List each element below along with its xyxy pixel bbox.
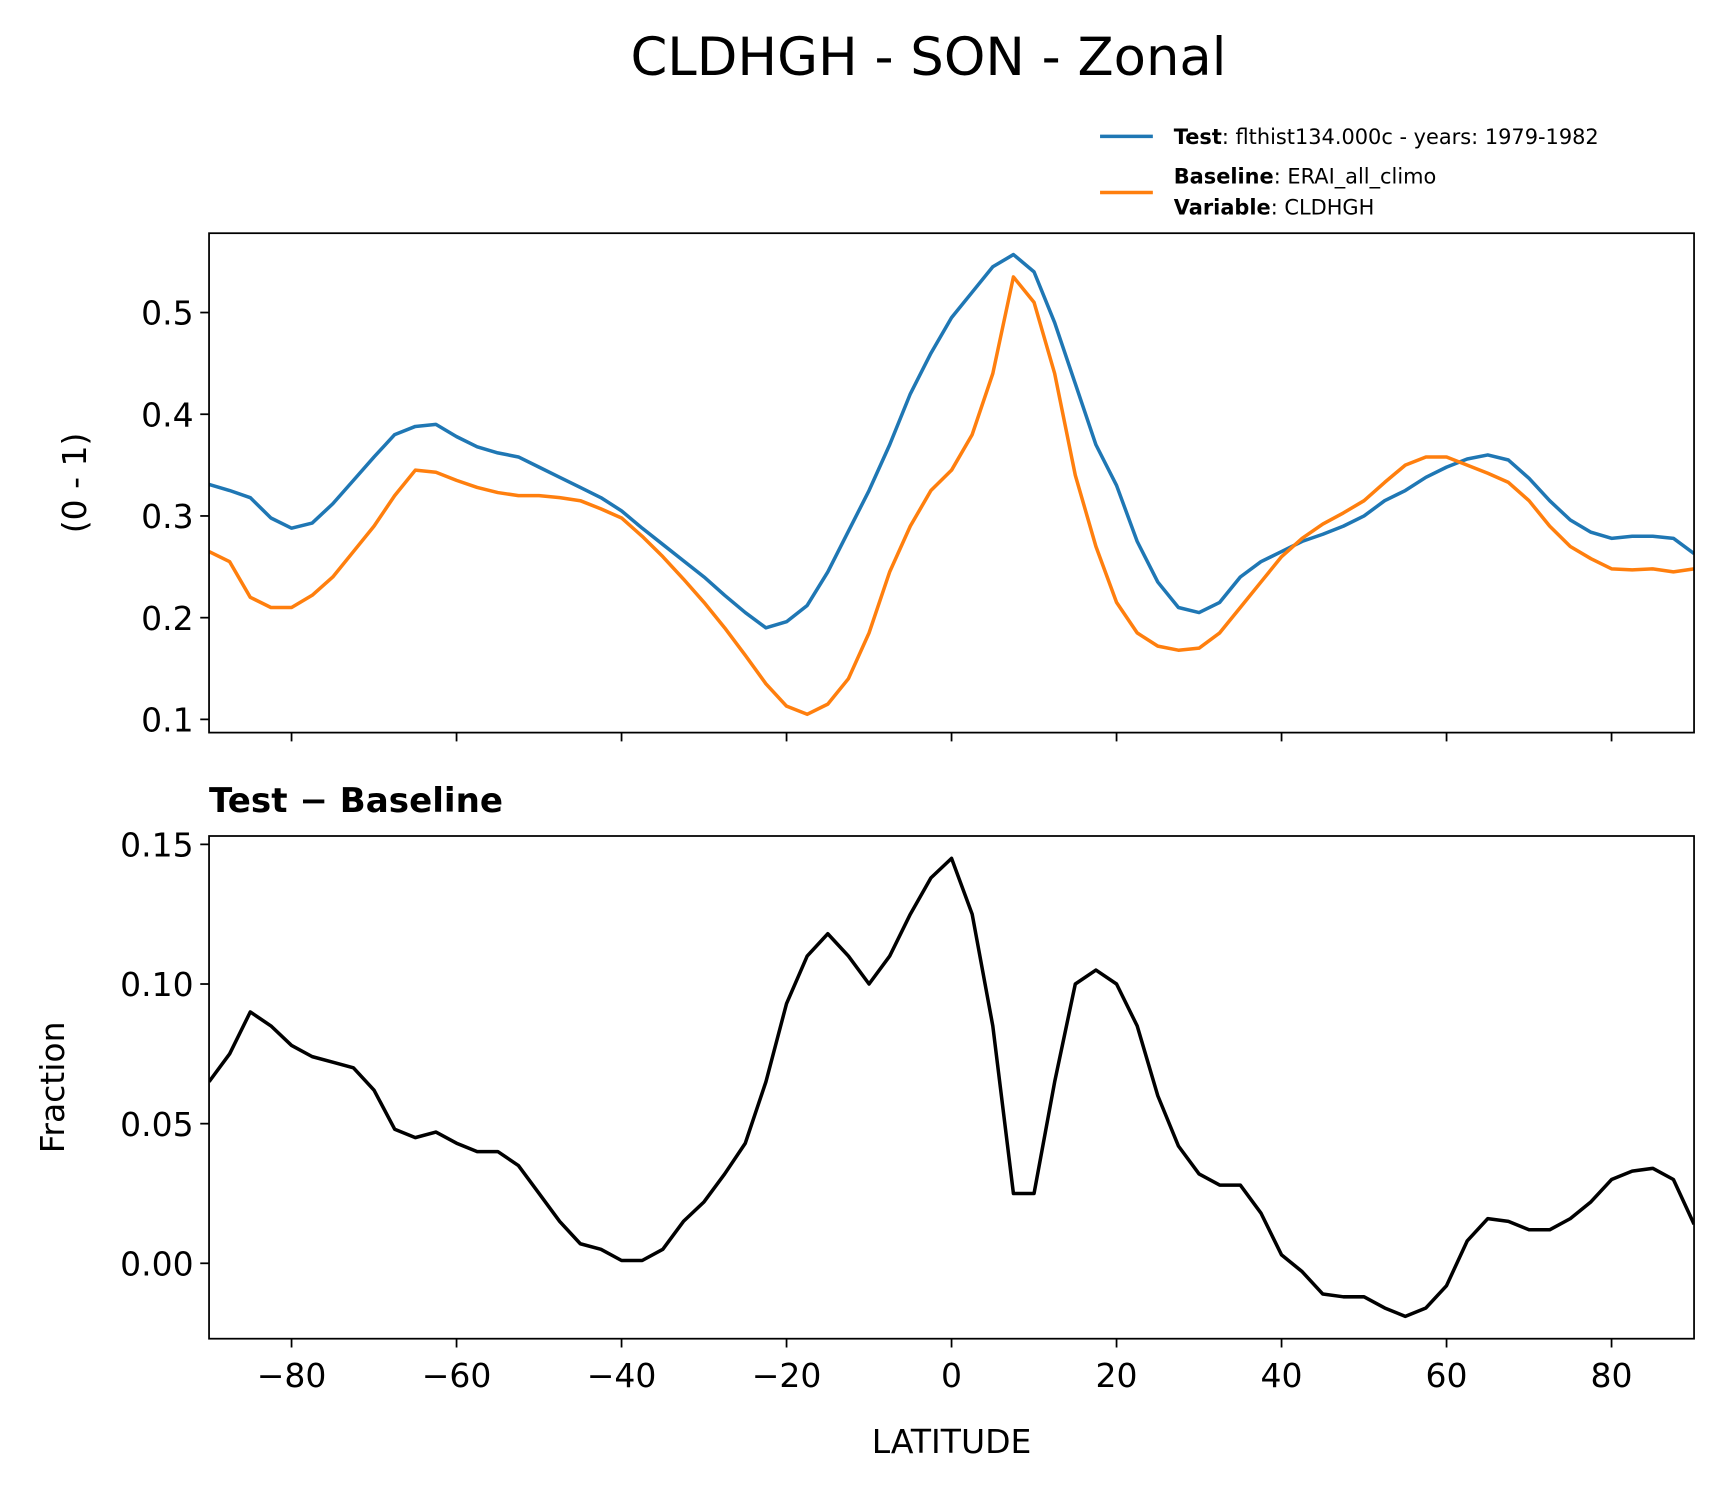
x-tick-label: 0	[941, 1356, 962, 1395]
plot-area	[209, 856, 1695, 1319]
data-line	[209, 856, 1695, 1319]
y-tick-label: 0.10	[120, 965, 193, 1004]
y-tick-label: 0.00	[120, 1244, 193, 1283]
legend-entry: Test: flthist134.000c - years: 1979-1982	[1174, 125, 1599, 149]
y-tick-label: 0.5	[141, 294, 193, 333]
x-tick-label: 20	[1096, 1356, 1138, 1395]
x-tick-label: 40	[1261, 1356, 1303, 1395]
x-tick-label: −40	[587, 1356, 657, 1395]
y-tick-label: 0.4	[141, 395, 193, 434]
data-line	[209, 252, 1695, 630]
legend-name: Test	[1174, 125, 1222, 149]
y-axis-label: Fraction	[33, 1021, 72, 1153]
y-tick-label: 0.1	[141, 700, 193, 739]
axes-frame	[208, 835, 1695, 1340]
x-tick-label: −20	[752, 1356, 822, 1395]
x-axis-label: LATITUDE	[872, 1422, 1032, 1461]
y-tick-label: 0.15	[120, 825, 193, 864]
subplot-title: Test − Baseline	[209, 781, 503, 821]
data-line	[209, 275, 1695, 717]
legend-description: : ERAI_all_climo	[1274, 165, 1437, 190]
y-axis-label: (0 - 1)	[55, 433, 94, 534]
legend-variable: : CLDHGH	[1271, 195, 1375, 219]
y-tick-label: 0.2	[141, 599, 193, 638]
legend-entry: Variable: CLDHGH	[1174, 195, 1375, 219]
legend-variable-name: Variable	[1174, 195, 1271, 219]
legend-description: : flthist134.000c - years: 1979-1982	[1222, 125, 1599, 149]
chart-title: CLDHGH - SON - Zonal	[630, 27, 1226, 88]
legend-entry: Baseline: ERAI_all_climo	[1174, 165, 1437, 190]
y-tick-label: 0.3	[141, 497, 193, 536]
x-tick-label: −80	[257, 1356, 327, 1395]
x-tick-label: 80	[1591, 1356, 1633, 1395]
x-tick-label: 60	[1426, 1356, 1468, 1395]
legend-name: Baseline	[1174, 165, 1274, 189]
axes-frame	[208, 232, 1695, 734]
plot-area	[209, 252, 1695, 717]
x-tick-label: −60	[422, 1356, 492, 1395]
y-tick-label: 0.05	[120, 1105, 193, 1144]
